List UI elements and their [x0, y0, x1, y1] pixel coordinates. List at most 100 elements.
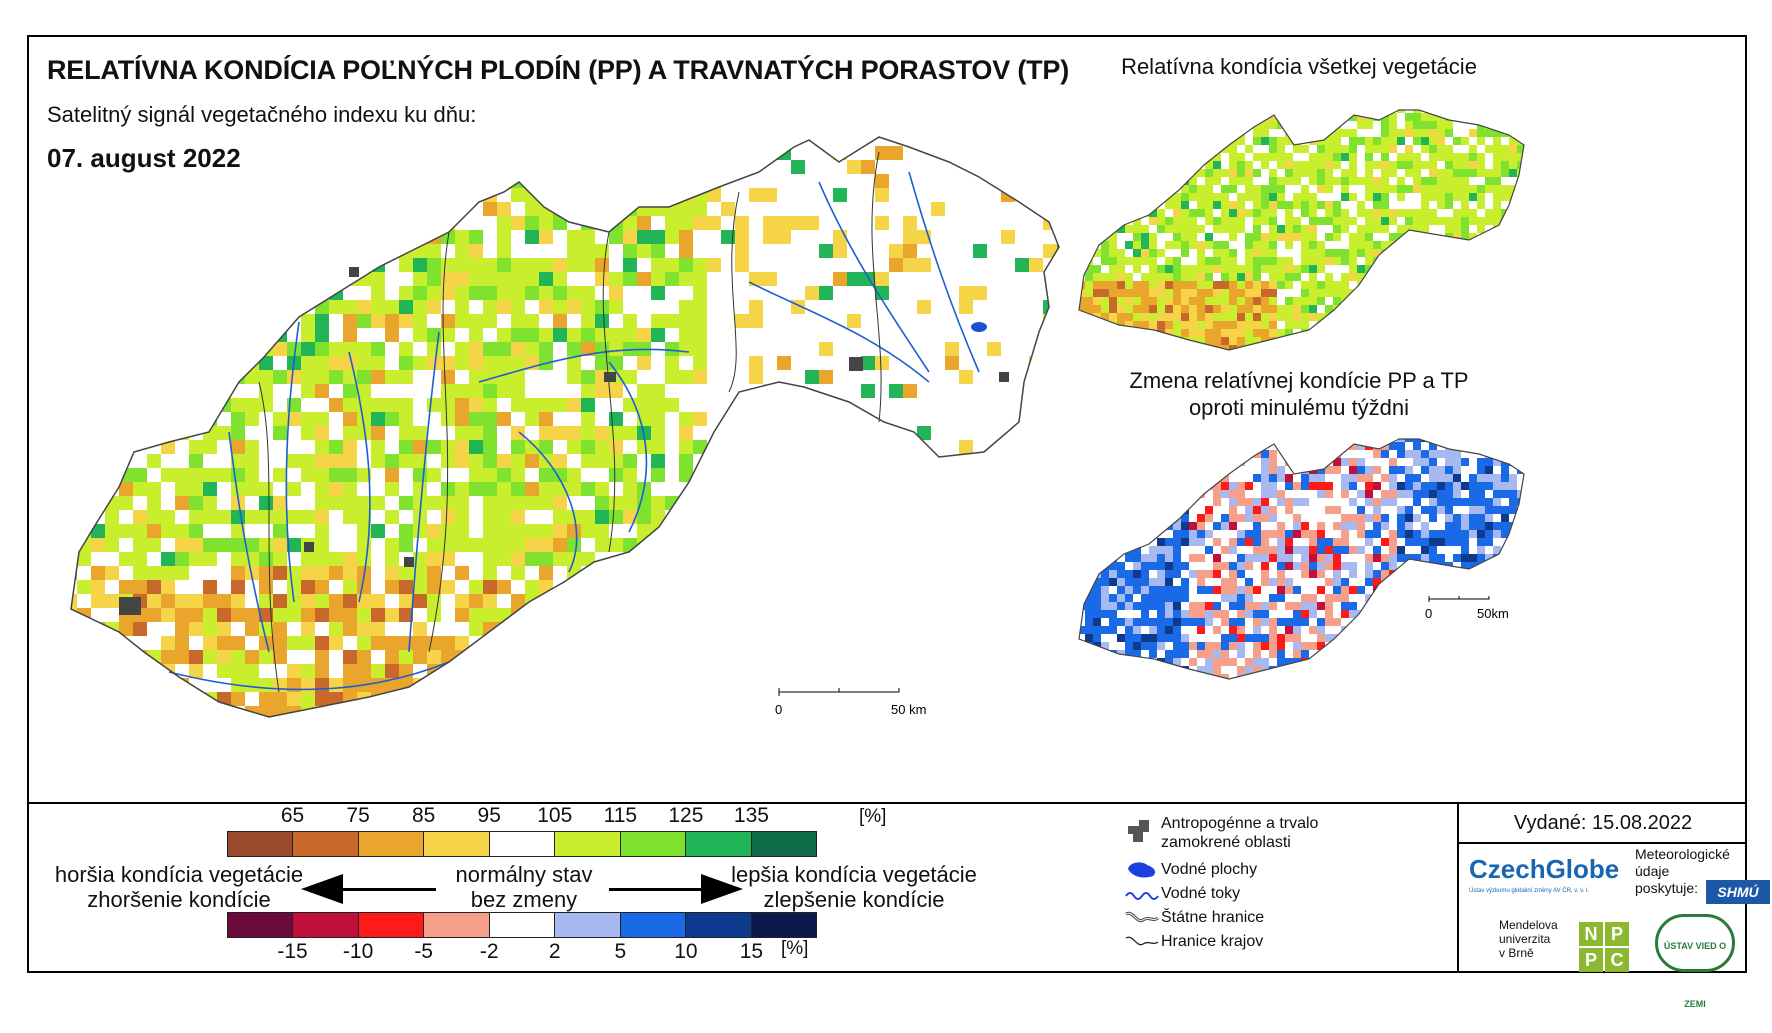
raster-cell: [1421, 217, 1429, 225]
raster-cell: [1405, 642, 1413, 650]
raster-cell: [1181, 353, 1189, 355]
normal-label-line1: normálny stav: [455, 862, 593, 887]
raster-cell: [105, 706, 119, 717]
raster-cell: [105, 566, 119, 580]
raster-cell: [525, 314, 539, 328]
raster-cell: [1165, 265, 1173, 273]
raster-cell: [1389, 337, 1397, 345]
raster-cell: [1493, 289, 1501, 297]
raster-cell: [679, 216, 693, 230]
raster-cell: [1141, 439, 1149, 442]
raster-cell: [1165, 313, 1173, 321]
raster-cell: [1069, 153, 1077, 161]
raster-cell: [1389, 482, 1397, 490]
raster-cell: [1181, 145, 1189, 153]
raster-cell: [1357, 458, 1365, 466]
raster-cell: [1373, 554, 1381, 562]
raster-cell: [1213, 650, 1221, 658]
raster-cell: [1421, 538, 1429, 546]
raster-cell: [1357, 321, 1365, 329]
raster-cell: [1157, 458, 1165, 466]
raster-cell: [1477, 474, 1485, 482]
raster-cell: [1269, 273, 1277, 281]
raster-cell: [805, 692, 819, 706]
raster-cell: [455, 706, 469, 717]
raster-cell: [1069, 305, 1077, 313]
raster-cell: [1149, 185, 1157, 193]
raster-cell: [623, 650, 637, 664]
raster-cell: [1269, 209, 1277, 217]
raster-cell: [1245, 530, 1253, 538]
raster-cell: [1165, 546, 1173, 554]
raster-cell: [1349, 626, 1357, 634]
raster-cell: [1253, 658, 1261, 666]
raster-cell: [693, 286, 707, 300]
raster-cell: [1261, 634, 1269, 642]
raster-cell: [1213, 450, 1221, 458]
raster-cell: [1117, 506, 1125, 514]
raster-cell: [1429, 345, 1437, 350]
raster-cell: [1221, 345, 1229, 350]
raster-cell: [71, 412, 77, 426]
raster-cell: [1229, 321, 1237, 329]
raster-cell: [735, 258, 749, 272]
raster-cell: [1389, 121, 1397, 129]
raster-cell: [483, 398, 497, 412]
raster-cell: [1109, 610, 1117, 618]
raster-cell: [77, 720, 91, 732]
raster-cell: [1125, 594, 1133, 602]
raster-cell: [1181, 439, 1189, 442]
raster-cell: [1109, 546, 1117, 554]
raster-cell: [1001, 594, 1015, 608]
raster-cell: [1109, 177, 1117, 185]
raster-cell: [1133, 193, 1141, 201]
raster-cell: [1079, 570, 1085, 578]
raster-cell: [175, 538, 189, 552]
raster-cell: [1509, 490, 1517, 498]
raster-cell: [1079, 201, 1085, 209]
raster-cell: [595, 482, 609, 496]
raster-cell: [651, 314, 665, 328]
raster-cell: [1349, 145, 1357, 153]
raster-cell: [385, 370, 399, 384]
raster-cell: [1181, 482, 1189, 490]
raster-cell: [553, 468, 567, 482]
raster-cell: [413, 202, 427, 216]
raster-cell: [1301, 313, 1309, 321]
raster-cell: [1261, 241, 1269, 249]
raster-cell: [1245, 610, 1253, 618]
raster-cell: [1237, 530, 1245, 538]
raster-cell: [623, 328, 637, 342]
raster-cell: [1317, 145, 1325, 153]
raster-cell: [1253, 265, 1261, 273]
raster-cell: [1237, 337, 1245, 345]
raster-cell: [1309, 209, 1317, 217]
raster-cell: [399, 496, 413, 510]
raster-cell: [1429, 466, 1437, 474]
raster-cell: [959, 538, 973, 552]
raster-cell: [1221, 578, 1229, 586]
raster-cell: [483, 300, 497, 314]
raster-cell: [1301, 289, 1309, 297]
raster-cell: [1269, 281, 1277, 289]
raster-cell: [469, 426, 483, 440]
raster-cell: [693, 412, 707, 426]
raster-cell: [707, 216, 721, 230]
raster-cell: [469, 370, 483, 384]
raster-cell: [1365, 153, 1373, 161]
raster-cell: [1101, 442, 1109, 450]
raster-cell: [301, 272, 315, 286]
key-anthropogenic-line1: Antropogénne a trvalo: [1161, 815, 1319, 832]
raster-cell: [1509, 450, 1517, 458]
raster-cell: [1237, 169, 1245, 177]
raster-cell: [1453, 578, 1461, 586]
raster-cell: [1509, 337, 1517, 345]
raster-cell: [1325, 554, 1333, 562]
raster-cell: [1253, 217, 1261, 225]
raster-cell: [1245, 578, 1253, 586]
raster-cell: [413, 622, 427, 636]
raster-cell: [1493, 353, 1501, 355]
raster-cell: [1237, 329, 1245, 337]
raster-cell: [973, 160, 987, 174]
raster-cell: [1181, 169, 1189, 177]
